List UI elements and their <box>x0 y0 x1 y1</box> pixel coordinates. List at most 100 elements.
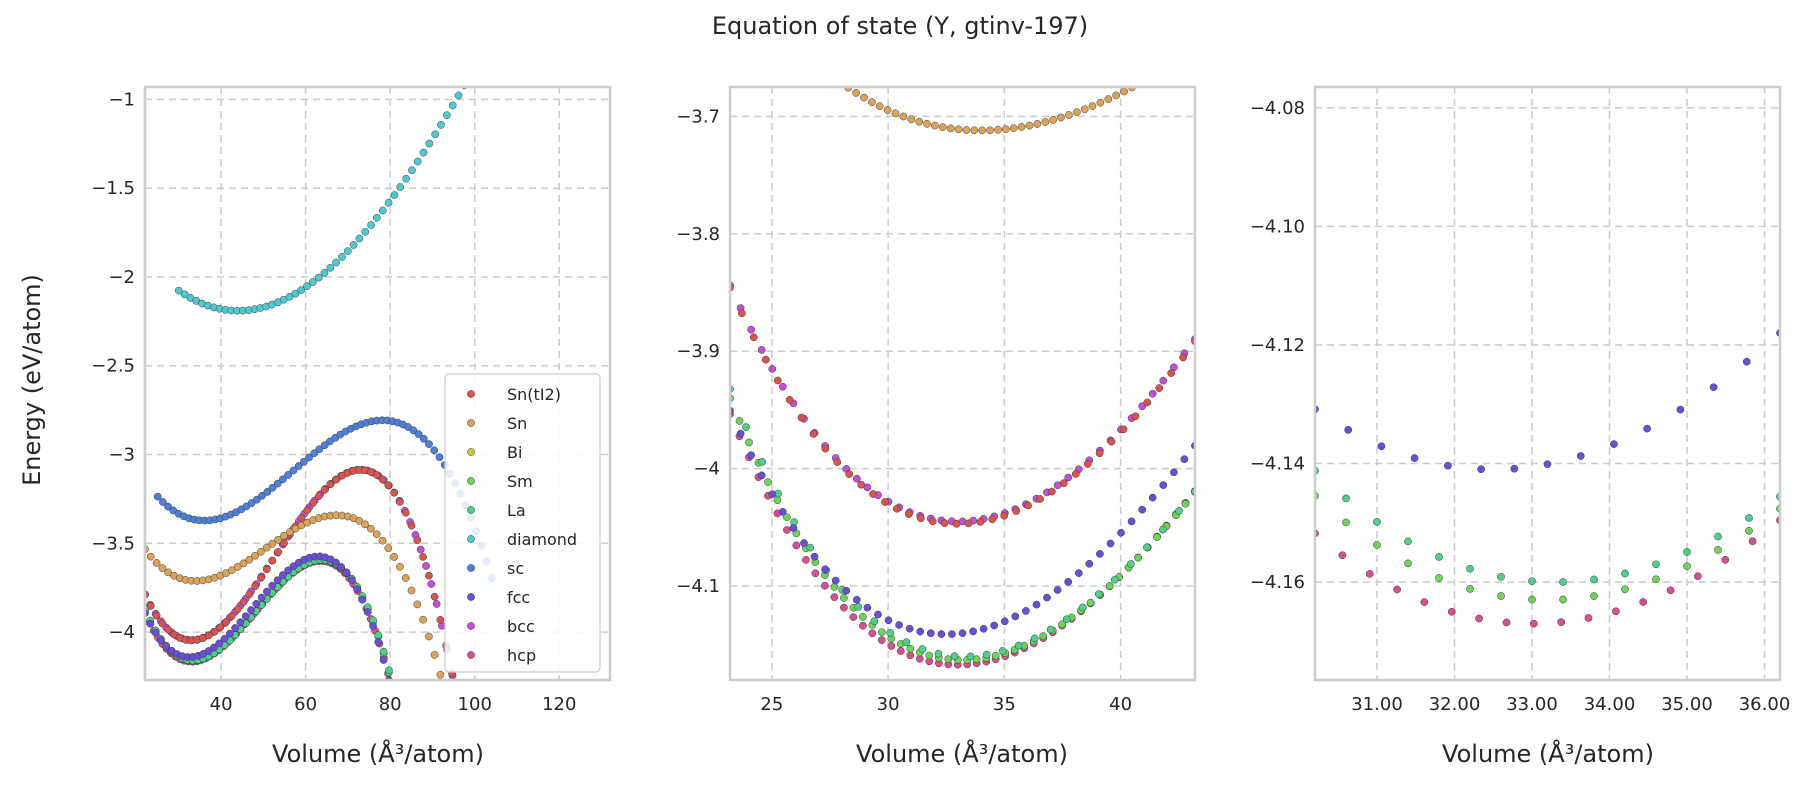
data-point-bcc <box>422 562 430 570</box>
data-point-sn <box>1017 123 1026 131</box>
data-point-la <box>1159 525 1167 534</box>
data-point-snti2 <box>916 514 925 523</box>
data-point-snti2 <box>833 458 842 466</box>
data-point-snti2 <box>738 309 746 318</box>
data-point-snti2 <box>1131 412 1140 421</box>
data-point-hcp <box>877 636 886 644</box>
data-point-sn <box>868 98 876 106</box>
data-point-fcc <box>1159 481 1168 489</box>
data-point-sm <box>991 651 1000 660</box>
data-point-sn <box>923 119 931 128</box>
data-point-hcp <box>868 629 877 638</box>
data-point-fcc <box>895 621 903 629</box>
data-point-snti2 <box>372 471 381 479</box>
data-point-hcp <box>783 526 791 534</box>
data-point-fcc <box>289 562 298 570</box>
data-point-la <box>918 645 927 653</box>
data-point-sn <box>907 115 916 124</box>
data-point-sc <box>414 430 423 438</box>
data-point-la <box>385 666 393 675</box>
data-point-diamond <box>390 191 399 199</box>
data-point-sn <box>274 535 283 544</box>
data-point-sn <box>384 544 393 553</box>
data-point-la <box>982 650 991 659</box>
data-point-sm <box>1559 595 1567 604</box>
data-point-bcc <box>747 325 755 334</box>
legend-label: bcc <box>507 617 535 636</box>
data-point-hcp <box>1721 555 1730 564</box>
data-point-hcp <box>1475 614 1483 623</box>
data-point-snti2 <box>146 602 155 610</box>
data-point-sn <box>931 121 939 130</box>
data-point-sn <box>962 126 971 134</box>
data-point-fcc <box>379 656 388 664</box>
data-point-diamond <box>361 228 370 236</box>
data-point-fcc <box>948 630 956 638</box>
data-point-sn <box>158 564 167 572</box>
data-point-la <box>934 649 943 658</box>
data-point-sm <box>1497 592 1505 600</box>
data-point-la <box>998 647 1007 655</box>
data-point-fcc <box>1096 550 1104 558</box>
data-point-fcc <box>1643 424 1651 433</box>
data-point-sm <box>1745 526 1753 535</box>
data-point-fcc <box>969 627 977 636</box>
data-point-la <box>1528 577 1536 586</box>
data-point-sn <box>1049 116 1057 124</box>
plot-frame <box>143 85 612 682</box>
data-point-fcc <box>1377 442 1386 451</box>
data-point-sn <box>938 123 947 132</box>
data-point-sn <box>1088 102 1097 110</box>
data-point-snti2 <box>904 510 913 518</box>
data-point-sm <box>859 613 867 621</box>
data-point-fcc <box>958 629 967 638</box>
data-point-sm <box>764 478 772 486</box>
data-point-fcc <box>162 642 171 651</box>
data-point-snti2 <box>976 518 985 526</box>
data-point-snti2 <box>268 556 277 565</box>
data-point-la <box>742 423 750 431</box>
data-point-fcc <box>1085 559 1094 568</box>
data-point-fcc <box>1410 454 1419 462</box>
data-point-sm <box>1058 620 1066 629</box>
data-point-sm <box>830 583 839 591</box>
data-point-snti2 <box>1059 479 1068 488</box>
data-point-snti2 <box>893 504 901 513</box>
data-point-snti2 <box>809 430 818 438</box>
data-point-sn <box>1104 95 1113 103</box>
data-point-diamond <box>419 148 428 157</box>
y-tick-label: −1 <box>108 89 135 110</box>
data-point-sn <box>1096 98 1105 107</box>
y-tick-label: −3 <box>108 445 135 466</box>
x-axis-label-middle: Volume (Å³/atom) <box>856 739 1068 768</box>
y-tick-label: −3.5 <box>91 533 135 554</box>
data-point-fcc <box>800 539 808 547</box>
data-point-diamond <box>373 213 381 222</box>
data-point-sn <box>1080 105 1089 114</box>
data-point-hcp <box>792 541 801 550</box>
plot-frame <box>728 85 1197 682</box>
data-point-snti2 <box>1155 384 1164 392</box>
data-point-fcc <box>225 629 234 638</box>
data-point-sc <box>419 434 428 443</box>
data-point-hcp <box>1612 607 1620 616</box>
data-point-sn <box>829 73 836 80</box>
data-point-sn <box>285 528 294 536</box>
y-tick-label: −3.9 <box>676 341 720 362</box>
data-point-diamond <box>355 234 364 243</box>
data-point-fcc <box>1106 539 1115 548</box>
data-point-fcc <box>926 629 935 638</box>
data-point-fcc <box>1180 455 1189 464</box>
figure-title: Equation of state (Y, gtinv-197) <box>711 12 1089 40</box>
data-point-fcc <box>852 595 861 604</box>
y-tick-label: −4.12 <box>1250 335 1305 356</box>
data-point-hcp <box>859 621 867 630</box>
data-point-la <box>806 543 815 552</box>
data-point-fcc <box>1064 578 1073 586</box>
data-point-fcc <box>1610 440 1618 448</box>
data-point-sn <box>430 651 439 659</box>
legend-marker <box>467 390 475 398</box>
data-point-bcc <box>768 365 777 373</box>
x-tick-label: 120 <box>542 694 576 715</box>
data-point-fcc <box>347 576 356 585</box>
